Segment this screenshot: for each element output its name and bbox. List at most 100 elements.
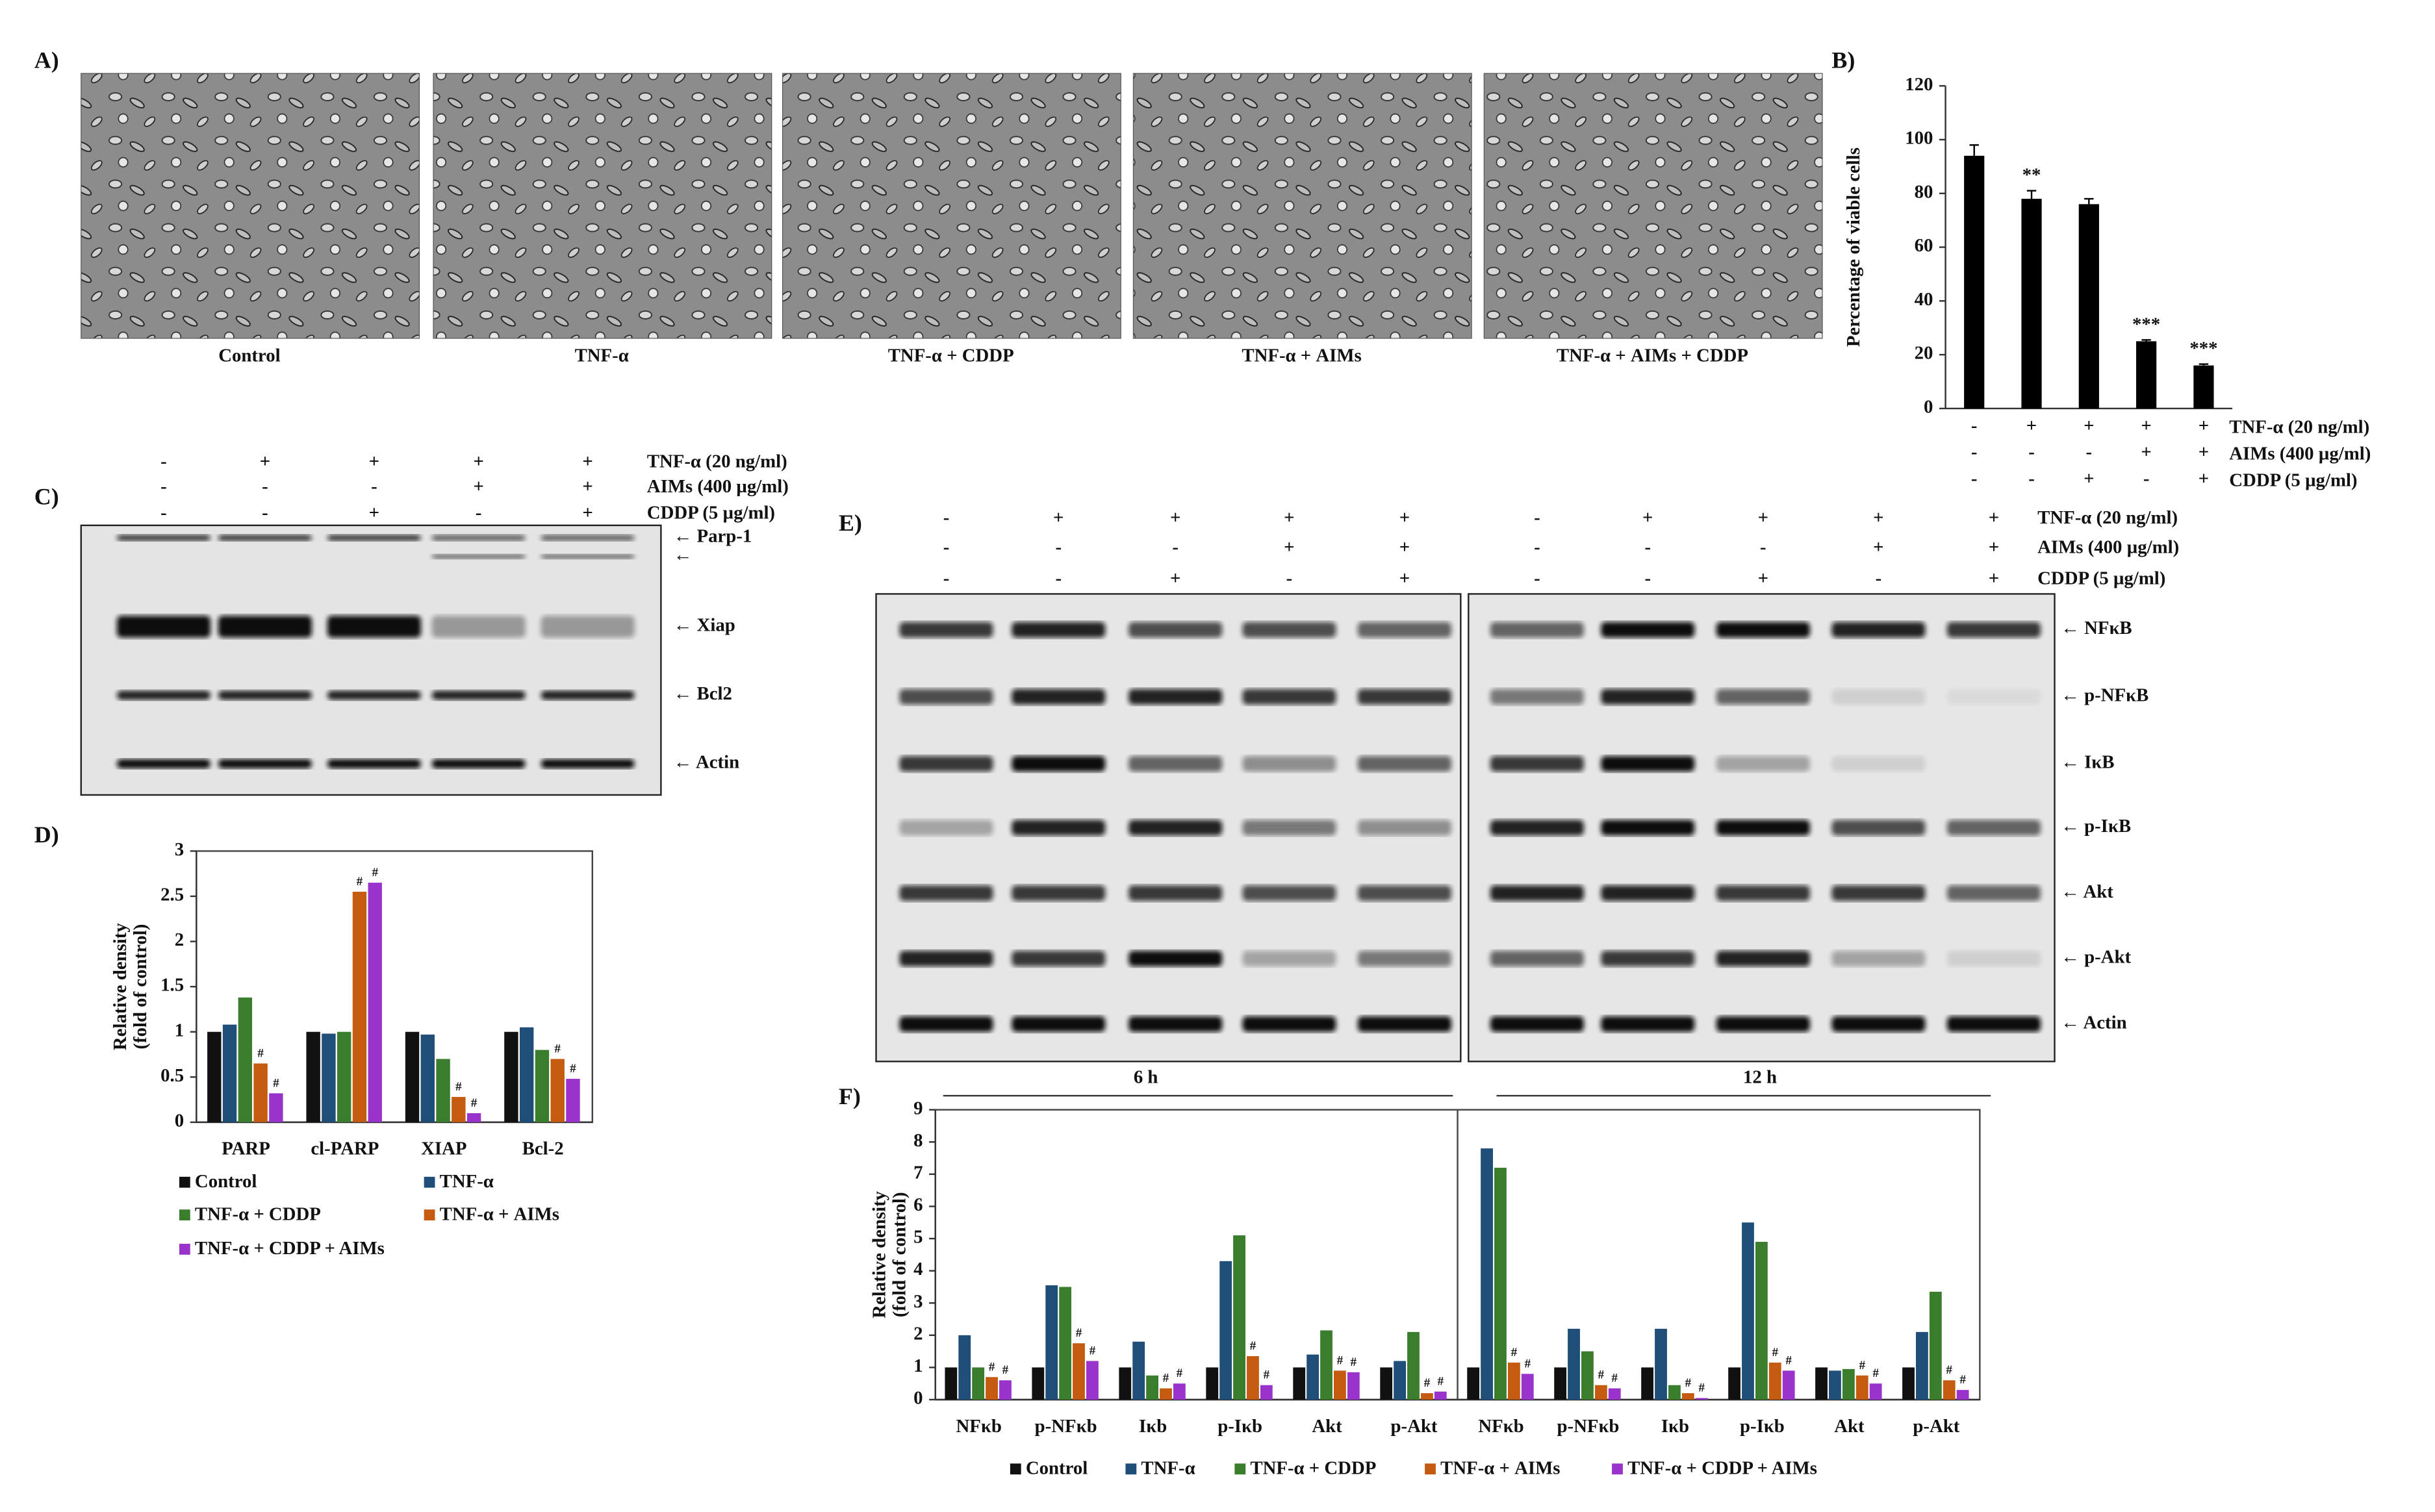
legend-swatch: [1125, 1463, 1137, 1475]
x-tick-label: p-Iκb: [1740, 1416, 1785, 1437]
treatment-sign: -: [2028, 468, 2035, 489]
bar: [1119, 1367, 1132, 1400]
treatment-sign: -: [160, 476, 167, 497]
x-tick-label: XIAP: [421, 1139, 466, 1159]
panel-label: A): [34, 47, 59, 73]
bar: [945, 1367, 958, 1400]
significance-mark: #: [1524, 1357, 1531, 1370]
bar: [1956, 1390, 1969, 1400]
bar: [1073, 1343, 1085, 1400]
panel-label: D): [34, 822, 59, 848]
bar: [1594, 1385, 1607, 1400]
band-label: ←: [674, 544, 693, 565]
blot-band: [1831, 756, 1926, 772]
x-tick-label: p-NFκb: [1557, 1416, 1620, 1437]
treatment-label: CDDP (5 µg/ml): [2229, 470, 2357, 490]
y-tick-label: 2: [913, 1323, 923, 1344]
bar: [322, 1033, 336, 1122]
treatment-sign: -: [476, 503, 482, 523]
bar: [1815, 1367, 1828, 1400]
treatment-sign: +: [1399, 568, 1410, 588]
y-tick-label: 1: [175, 1020, 184, 1040]
significance-mark: #: [1163, 1372, 1169, 1385]
y-tick-label: 1: [913, 1355, 923, 1376]
blot-band: [1012, 950, 1106, 966]
treatment-sign: +: [473, 476, 483, 497]
bar: [1916, 1331, 1928, 1400]
blot-band: [431, 690, 526, 700]
bar: [566, 1079, 580, 1122]
blot-band: [218, 535, 312, 541]
legend-label: TNF-α: [1141, 1458, 1195, 1479]
band-label: ← Bcl2: [674, 683, 732, 704]
y-tick-label: 9: [913, 1098, 923, 1118]
blot-band: [1357, 950, 1451, 966]
significance-mark: #: [1872, 1367, 1879, 1380]
significance-mark: #: [1424, 1376, 1431, 1390]
blot-band: [1831, 622, 1926, 638]
blot-band: [1946, 1016, 2041, 1032]
blot-band: [218, 690, 312, 700]
significance-mark: #: [1250, 1339, 1256, 1353]
x-tick-label: NFκb: [956, 1416, 1001, 1437]
band-label: ← p-IκB: [2061, 816, 2131, 837]
x-tick-label: Akt: [1312, 1416, 1342, 1437]
blot-band: [541, 690, 635, 700]
blot-band: [116, 616, 210, 638]
treatment-sign: -: [1286, 568, 1293, 588]
blot-band: [899, 756, 993, 772]
x-tick-label: PARP: [222, 1139, 270, 1159]
blot-band: [1012, 1016, 1106, 1032]
significance-mark: #: [1264, 1368, 1270, 1382]
bar: [1420, 1393, 1433, 1400]
treatment-sign: +: [2026, 415, 2037, 436]
micrograph: [1483, 73, 1823, 339]
blot-band: [1946, 688, 2041, 705]
bar: [1160, 1388, 1172, 1400]
significance-mark: #: [989, 1360, 995, 1374]
bar: [337, 1031, 351, 1122]
treatment-sign: -: [1055, 568, 1062, 588]
bar: [519, 1027, 534, 1122]
bar: [405, 1031, 420, 1122]
significance-mark: #: [1959, 1373, 1966, 1387]
bar: [1247, 1356, 1259, 1400]
treatment-sign: +: [1989, 507, 1999, 528]
bar: [368, 883, 382, 1122]
significance-mark: #: [1772, 1346, 1778, 1359]
bar: [1219, 1261, 1232, 1400]
blot-band: [1490, 622, 1584, 638]
blot-band: [327, 690, 421, 700]
bar: [238, 997, 253, 1122]
treatment-sign: +: [2141, 442, 2151, 462]
y-tick-label: 2: [175, 929, 184, 950]
blot-band: [899, 688, 993, 705]
treatment-label: TNF-α (20 ng/ml): [2037, 507, 2178, 528]
blot-band: [541, 554, 635, 559]
blot-band: [1946, 885, 2041, 901]
blot-band: [1128, 1016, 1223, 1032]
significance-mark: #: [1859, 1359, 1865, 1372]
legend-swatch: [1425, 1463, 1436, 1475]
bar: [1334, 1370, 1346, 1400]
blot-band: [327, 535, 421, 541]
micrograph: [782, 73, 1121, 339]
blot-band: [541, 535, 635, 541]
treatment-sign: +: [2084, 415, 2094, 436]
significance-mark: #: [1337, 1354, 1344, 1367]
bar: [436, 1059, 450, 1122]
treatment-sign: -: [943, 507, 950, 528]
y-axis-label: Relative density: [869, 1191, 889, 1318]
bar: [1728, 1367, 1740, 1400]
bar: [420, 1034, 435, 1122]
blot-band: [1357, 756, 1451, 772]
bar: [1768, 1362, 1781, 1400]
treatment-sign: +: [369, 451, 379, 472]
legend-label: TNF-α + CDDP + AIMs: [195, 1238, 385, 1259]
blot-band: [1716, 1016, 1810, 1032]
significance-mark: #: [455, 1080, 462, 1094]
bar: [1608, 1388, 1621, 1400]
treatment-sign: -: [1055, 536, 1062, 557]
blot-band: [1946, 950, 2041, 966]
x-tick-label: Bcl-2: [522, 1139, 564, 1159]
